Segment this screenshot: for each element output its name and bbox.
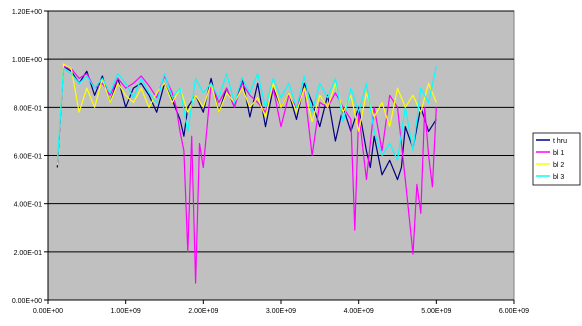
series-line: [56, 65, 437, 181]
y-tick-label: 8.00E-01: [14, 105, 43, 112]
legend-label: bl 1: [553, 150, 564, 157]
series-line: [56, 65, 437, 284]
legend-label: t hru: [553, 138, 567, 145]
x-tick-label: 0.00E+00: [33, 308, 63, 315]
y-tick-label: 1.00E+00: [12, 57, 42, 64]
x-tick-label: 3.00E+09: [266, 308, 296, 315]
x-tick-label: 5.00E+09: [421, 308, 451, 315]
gridlines: [48, 10, 514, 253]
x-tick-label: 6.00E+09: [499, 308, 529, 315]
y-tick-label: 1.20E+00: [12, 9, 42, 16]
x-tick-label: 2.00E+09: [188, 308, 218, 315]
y-tick-label: 0.00E+00: [12, 298, 42, 305]
y-tick-label: 2.00E-01: [14, 250, 43, 257]
series-line: [56, 63, 437, 166]
legend: t hru bl 1 bl 2 bl 3: [532, 132, 581, 186]
legend-label: bl 2: [553, 162, 564, 169]
legend-label: bl 3: [553, 174, 564, 181]
series-group: [56, 63, 437, 284]
y-tick-label: 6.00E-01: [14, 154, 43, 161]
x-tick-label: 4.00E+09: [344, 308, 374, 315]
tick-labels: 0.00E+00 2.00E-01 4.00E-01 6.00E-01 8.00E-01…: [12, 9, 529, 315]
series-line: [56, 66, 437, 163]
x-tick-label: 1.00E+09: [111, 308, 141, 315]
y-tick-label: 4.00E-01: [14, 202, 43, 209]
